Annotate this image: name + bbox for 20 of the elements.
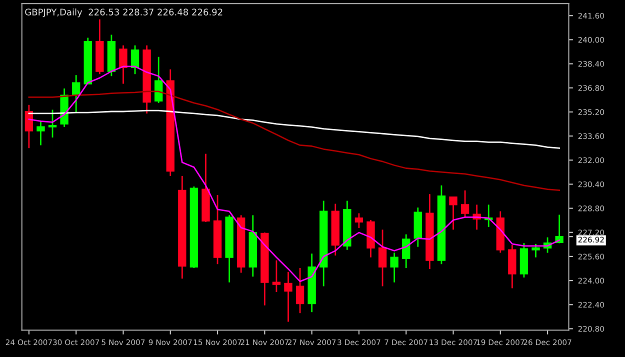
candlestick	[284, 271, 292, 322]
candlestick	[402, 234, 410, 269]
candlestick	[130, 44, 140, 75]
candlestick	[378, 228, 387, 287]
candlestick	[354, 212, 364, 229]
candlestick	[48, 109, 57, 138]
candlestick	[154, 56, 163, 104]
candlestick	[390, 252, 398, 284]
candlestick	[272, 260, 281, 293]
candlestick	[296, 267, 304, 314]
candlestick	[555, 214, 564, 244]
candlestick	[119, 44, 128, 84]
candlestick	[532, 243, 540, 258]
candlestick	[449, 196, 458, 230]
candlestick	[72, 74, 80, 114]
candlestick	[24, 104, 34, 149]
text: GBPJPY,Daily 226.53 228.37 226.48 226.92	[25, 8, 222, 18]
candlestick	[508, 244, 516, 289]
candlestick	[460, 190, 470, 218]
candlestick	[36, 120, 45, 146]
